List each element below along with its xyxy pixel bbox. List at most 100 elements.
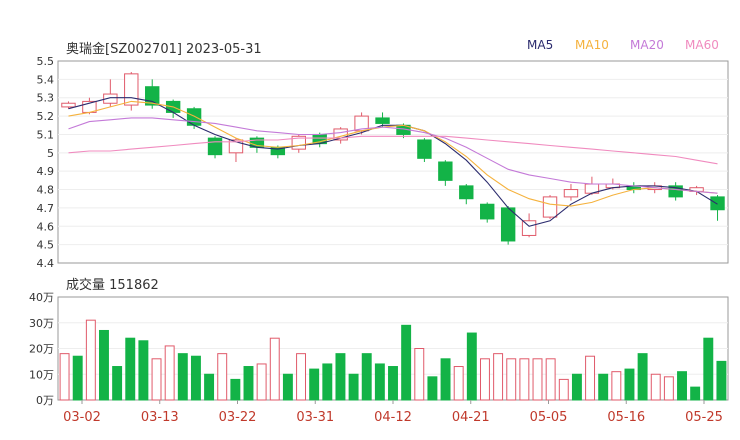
- volume-bar: [138, 340, 149, 401]
- volume-bar: [151, 358, 162, 401]
- volume-title: 成交量 151862: [66, 278, 159, 293]
- candle-body: [710, 196, 725, 211]
- volume-bar: [204, 373, 215, 401]
- volume-bar: [282, 373, 293, 401]
- volume-bar: [164, 345, 175, 401]
- volume-bar: [177, 353, 188, 401]
- legend-ma10: MA10: [575, 38, 609, 52]
- price-tick-label: 4.4: [37, 257, 55, 270]
- volume-bar: [309, 368, 320, 401]
- volume-bar: [99, 329, 109, 401]
- volume-bar: [493, 353, 504, 401]
- legend-ma20: MA20: [630, 38, 664, 52]
- candle-body: [438, 161, 453, 181]
- ma-line-ma10: [68, 100, 718, 207]
- candle-body: [103, 93, 118, 104]
- volume-bar: [125, 337, 136, 401]
- volume-bar: [532, 358, 543, 401]
- price-tick-label: 4.5: [37, 239, 55, 252]
- volume-bar: [361, 353, 372, 401]
- volume-bar: [414, 348, 425, 401]
- volume-bar: [453, 366, 464, 401]
- volume-bar: [59, 353, 70, 401]
- volume-bar: [703, 337, 714, 401]
- volume-bar: [256, 363, 267, 401]
- legend-ma60: MA60: [685, 38, 719, 52]
- date-label: 05-05: [530, 410, 568, 425]
- price-tick-label: 4.7: [37, 202, 55, 215]
- ma-line-ma60: [68, 135, 718, 165]
- volume-bar: [374, 363, 385, 401]
- volume-bar: [217, 353, 228, 401]
- volume-bar: [506, 358, 517, 401]
- date-label: 03-02: [63, 410, 101, 425]
- ma-line-ma20: [68, 117, 718, 194]
- ma-line-ma5: [68, 97, 718, 227]
- candle-body: [521, 220, 537, 236]
- price-tick-label: 5.1: [37, 128, 55, 141]
- volume-bar: [558, 378, 569, 401]
- volume-bar: [243, 366, 254, 401]
- date-label: 04-21: [452, 410, 490, 425]
- price-panel-border: [57, 60, 729, 264]
- candle-body: [668, 185, 683, 198]
- volume-bar: [72, 355, 83, 401]
- volume-bar: [427, 376, 438, 401]
- candle-body: [480, 203, 495, 220]
- candle-body: [500, 207, 516, 242]
- volume-bar: [230, 378, 241, 401]
- volume-bar: [598, 373, 609, 401]
- volume-bar: [585, 355, 596, 401]
- candle-body: [417, 139, 432, 159]
- volume-bar: [716, 360, 727, 401]
- volume-bar: [322, 363, 333, 401]
- candle-body: [207, 137, 223, 156]
- volume-tick-label: 20万: [29, 343, 54, 356]
- volume-bar: [190, 355, 201, 401]
- legend-ma5: MA5: [527, 38, 554, 52]
- date-label: 04-12: [374, 410, 412, 425]
- candle-body: [459, 185, 474, 200]
- volume-bar: [112, 366, 123, 401]
- volume-bar: [545, 358, 556, 401]
- date-label: 05-16: [607, 410, 645, 425]
- price-tick-label: 4.6: [37, 220, 55, 233]
- candle-body: [542, 196, 558, 218]
- volume-bar: [401, 324, 412, 401]
- volume-bar: [85, 319, 96, 401]
- volume-bar: [571, 373, 582, 401]
- volume-bar: [388, 366, 398, 401]
- date-label: 03-31: [296, 410, 334, 425]
- volume-bar: [479, 358, 490, 401]
- volume-bar: [440, 358, 451, 401]
- volume-bar: [677, 371, 687, 401]
- date-label: 03-13: [141, 410, 179, 425]
- chart-title: 奥瑞金[SZ002701] 2023-05-31: [66, 42, 262, 57]
- price-tick-label: 5: [47, 147, 54, 160]
- price-tick-label: 4.8: [37, 184, 55, 197]
- volume-bar: [650, 373, 661, 401]
- volume-bar: [663, 376, 674, 401]
- price-tick-label: 5.4: [37, 73, 55, 86]
- candle-body: [375, 117, 390, 124]
- price-tick-label: 5.5: [37, 55, 55, 68]
- volume-bar: [466, 332, 477, 401]
- volume-bar: [269, 337, 280, 401]
- volume-bar: [624, 368, 635, 401]
- date-label: 03-22: [219, 410, 257, 425]
- volume-bar: [296, 353, 307, 401]
- candle-body: [61, 102, 76, 108]
- candle-body: [124, 73, 139, 106]
- volume-bar: [519, 358, 530, 401]
- volume-tick-label: 40万: [29, 291, 54, 304]
- volume-bar: [335, 353, 346, 401]
- volume-bar: [348, 373, 359, 401]
- volume-bar: [637, 353, 648, 401]
- volume-bar: [611, 371, 622, 401]
- price-tick-label: 4.9: [37, 165, 55, 178]
- volume-bar: [690, 386, 701, 401]
- volume-tick-label: 10万: [29, 368, 54, 381]
- date-label: 05-25: [685, 410, 723, 425]
- volume-tick-label: 30万: [29, 317, 54, 330]
